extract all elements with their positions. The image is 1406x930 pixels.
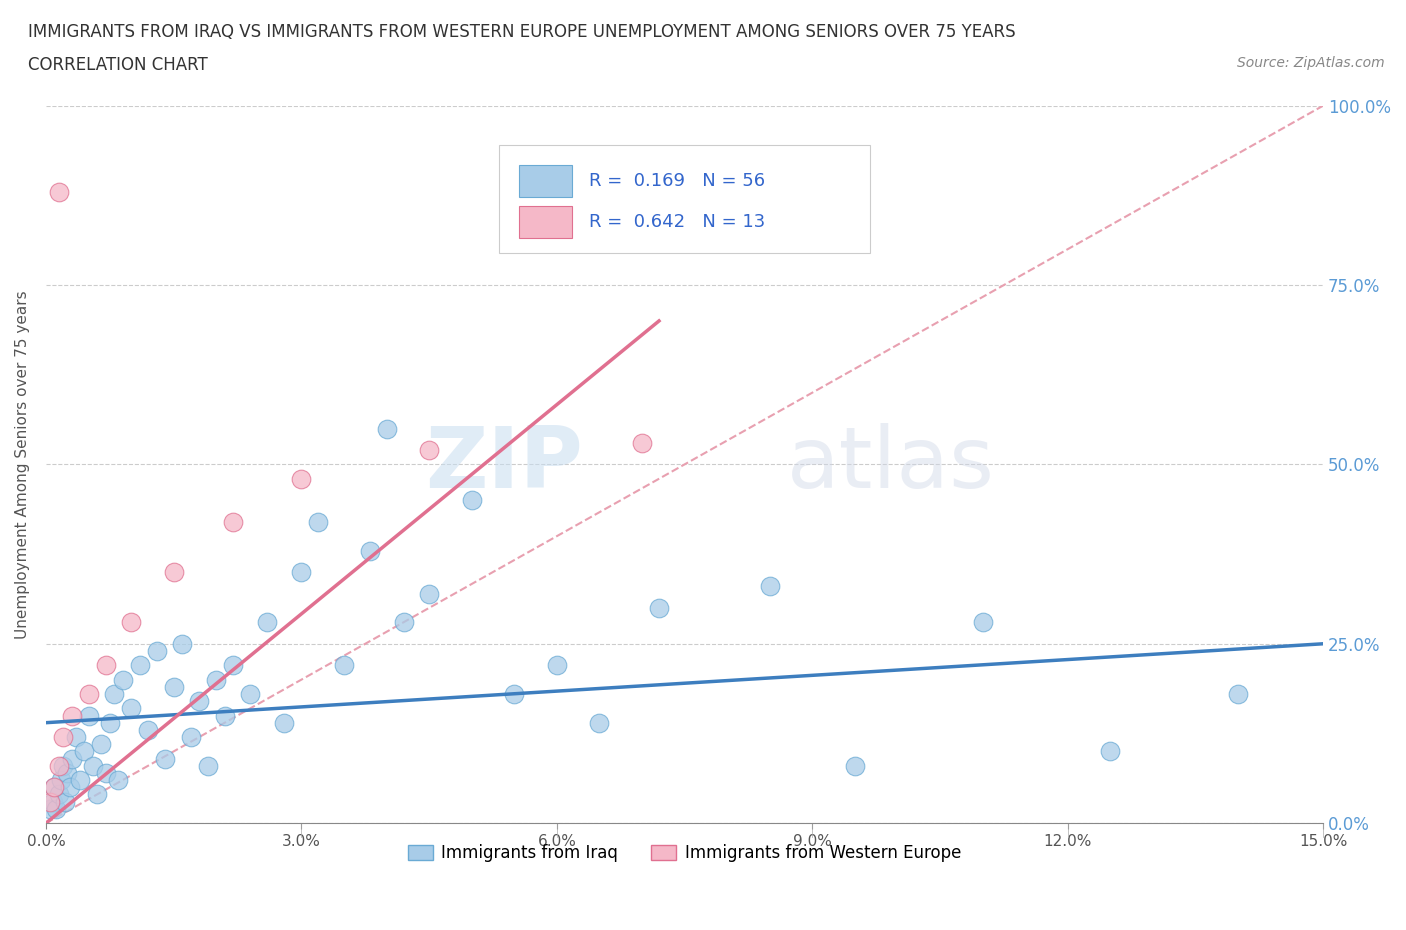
Point (153, 751, 176, 766)
Point (42, 794, 65, 809)
Point (1099, 744, 1122, 759)
Text: R =  0.642   N = 13: R = 0.642 N = 13 (589, 213, 765, 231)
Point (44, 780, 66, 795)
Point (631, 435, 654, 450)
Point (45, 802, 67, 817)
Point (98, 715, 121, 730)
Point (273, 715, 295, 730)
Text: ZIP: ZIP (425, 423, 582, 506)
Point (48, 758, 70, 773)
Text: atlas: atlas (787, 423, 994, 506)
Point (222, 514, 245, 529)
Point (503, 686, 526, 701)
Point (59, 780, 82, 795)
Point (222, 658, 245, 672)
Point (94, 658, 117, 672)
FancyBboxPatch shape (519, 166, 572, 197)
Point (77, 686, 100, 701)
Text: R =  0.169   N = 56: R = 0.169 N = 56 (589, 172, 765, 190)
Point (60, 751, 83, 766)
Point (163, 680, 186, 695)
Point (82, 758, 104, 773)
Y-axis label: Unemployment Among Seniors over 75 years: Unemployment Among Seniors over 75 years (15, 290, 30, 639)
Point (460, 493, 482, 508)
Text: Source: ZipAtlas.com: Source: ZipAtlas.com (1237, 56, 1385, 70)
Point (648, 601, 671, 616)
Point (52, 730, 75, 745)
Point (39, 794, 62, 809)
Point (1227, 686, 1250, 701)
Point (418, 586, 440, 601)
Point (51, 773, 73, 788)
Point (69, 773, 91, 788)
Point (94, 765, 117, 780)
Point (145, 644, 167, 658)
Point (163, 565, 186, 579)
Point (120, 701, 142, 716)
Text: CORRELATION CHART: CORRELATION CHART (28, 56, 208, 73)
Point (972, 615, 994, 630)
Point (86, 787, 108, 802)
Point (359, 543, 381, 558)
Point (60, 708, 83, 723)
FancyBboxPatch shape (499, 145, 870, 253)
Point (180, 730, 202, 745)
Point (73, 744, 96, 759)
Point (188, 694, 211, 709)
Point (172, 636, 194, 651)
Point (546, 658, 568, 672)
Point (758, 579, 780, 594)
Point (48, 787, 70, 802)
Point (588, 715, 610, 730)
Point (418, 443, 440, 458)
Point (290, 472, 312, 486)
Point (239, 686, 262, 701)
Point (44, 780, 66, 795)
Point (256, 615, 278, 630)
Point (65, 730, 87, 745)
Point (53, 794, 76, 809)
Point (333, 658, 356, 672)
FancyBboxPatch shape (519, 206, 572, 238)
Point (48, 184, 70, 199)
Point (120, 615, 142, 630)
Point (214, 708, 236, 723)
Point (844, 758, 866, 773)
Point (56, 765, 79, 780)
Point (128, 658, 150, 672)
Point (52, 758, 75, 773)
Point (307, 514, 329, 529)
Legend: Immigrants from Iraq, Immigrants from Western Europe: Immigrants from Iraq, Immigrants from We… (401, 837, 967, 869)
Point (111, 672, 134, 687)
Text: IMMIGRANTS FROM IRAQ VS IMMIGRANTS FROM WESTERN EUROPE UNEMPLOYMENT AMONG SENIOR: IMMIGRANTS FROM IRAQ VS IMMIGRANTS FROM … (28, 23, 1015, 41)
Point (107, 773, 129, 788)
Point (205, 672, 228, 687)
Point (90, 737, 112, 751)
Point (39, 802, 62, 817)
Point (392, 615, 415, 630)
Point (290, 565, 312, 579)
Point (77, 708, 100, 723)
Point (375, 421, 398, 436)
Point (136, 723, 159, 737)
Point (197, 758, 219, 773)
Point (103, 686, 125, 701)
